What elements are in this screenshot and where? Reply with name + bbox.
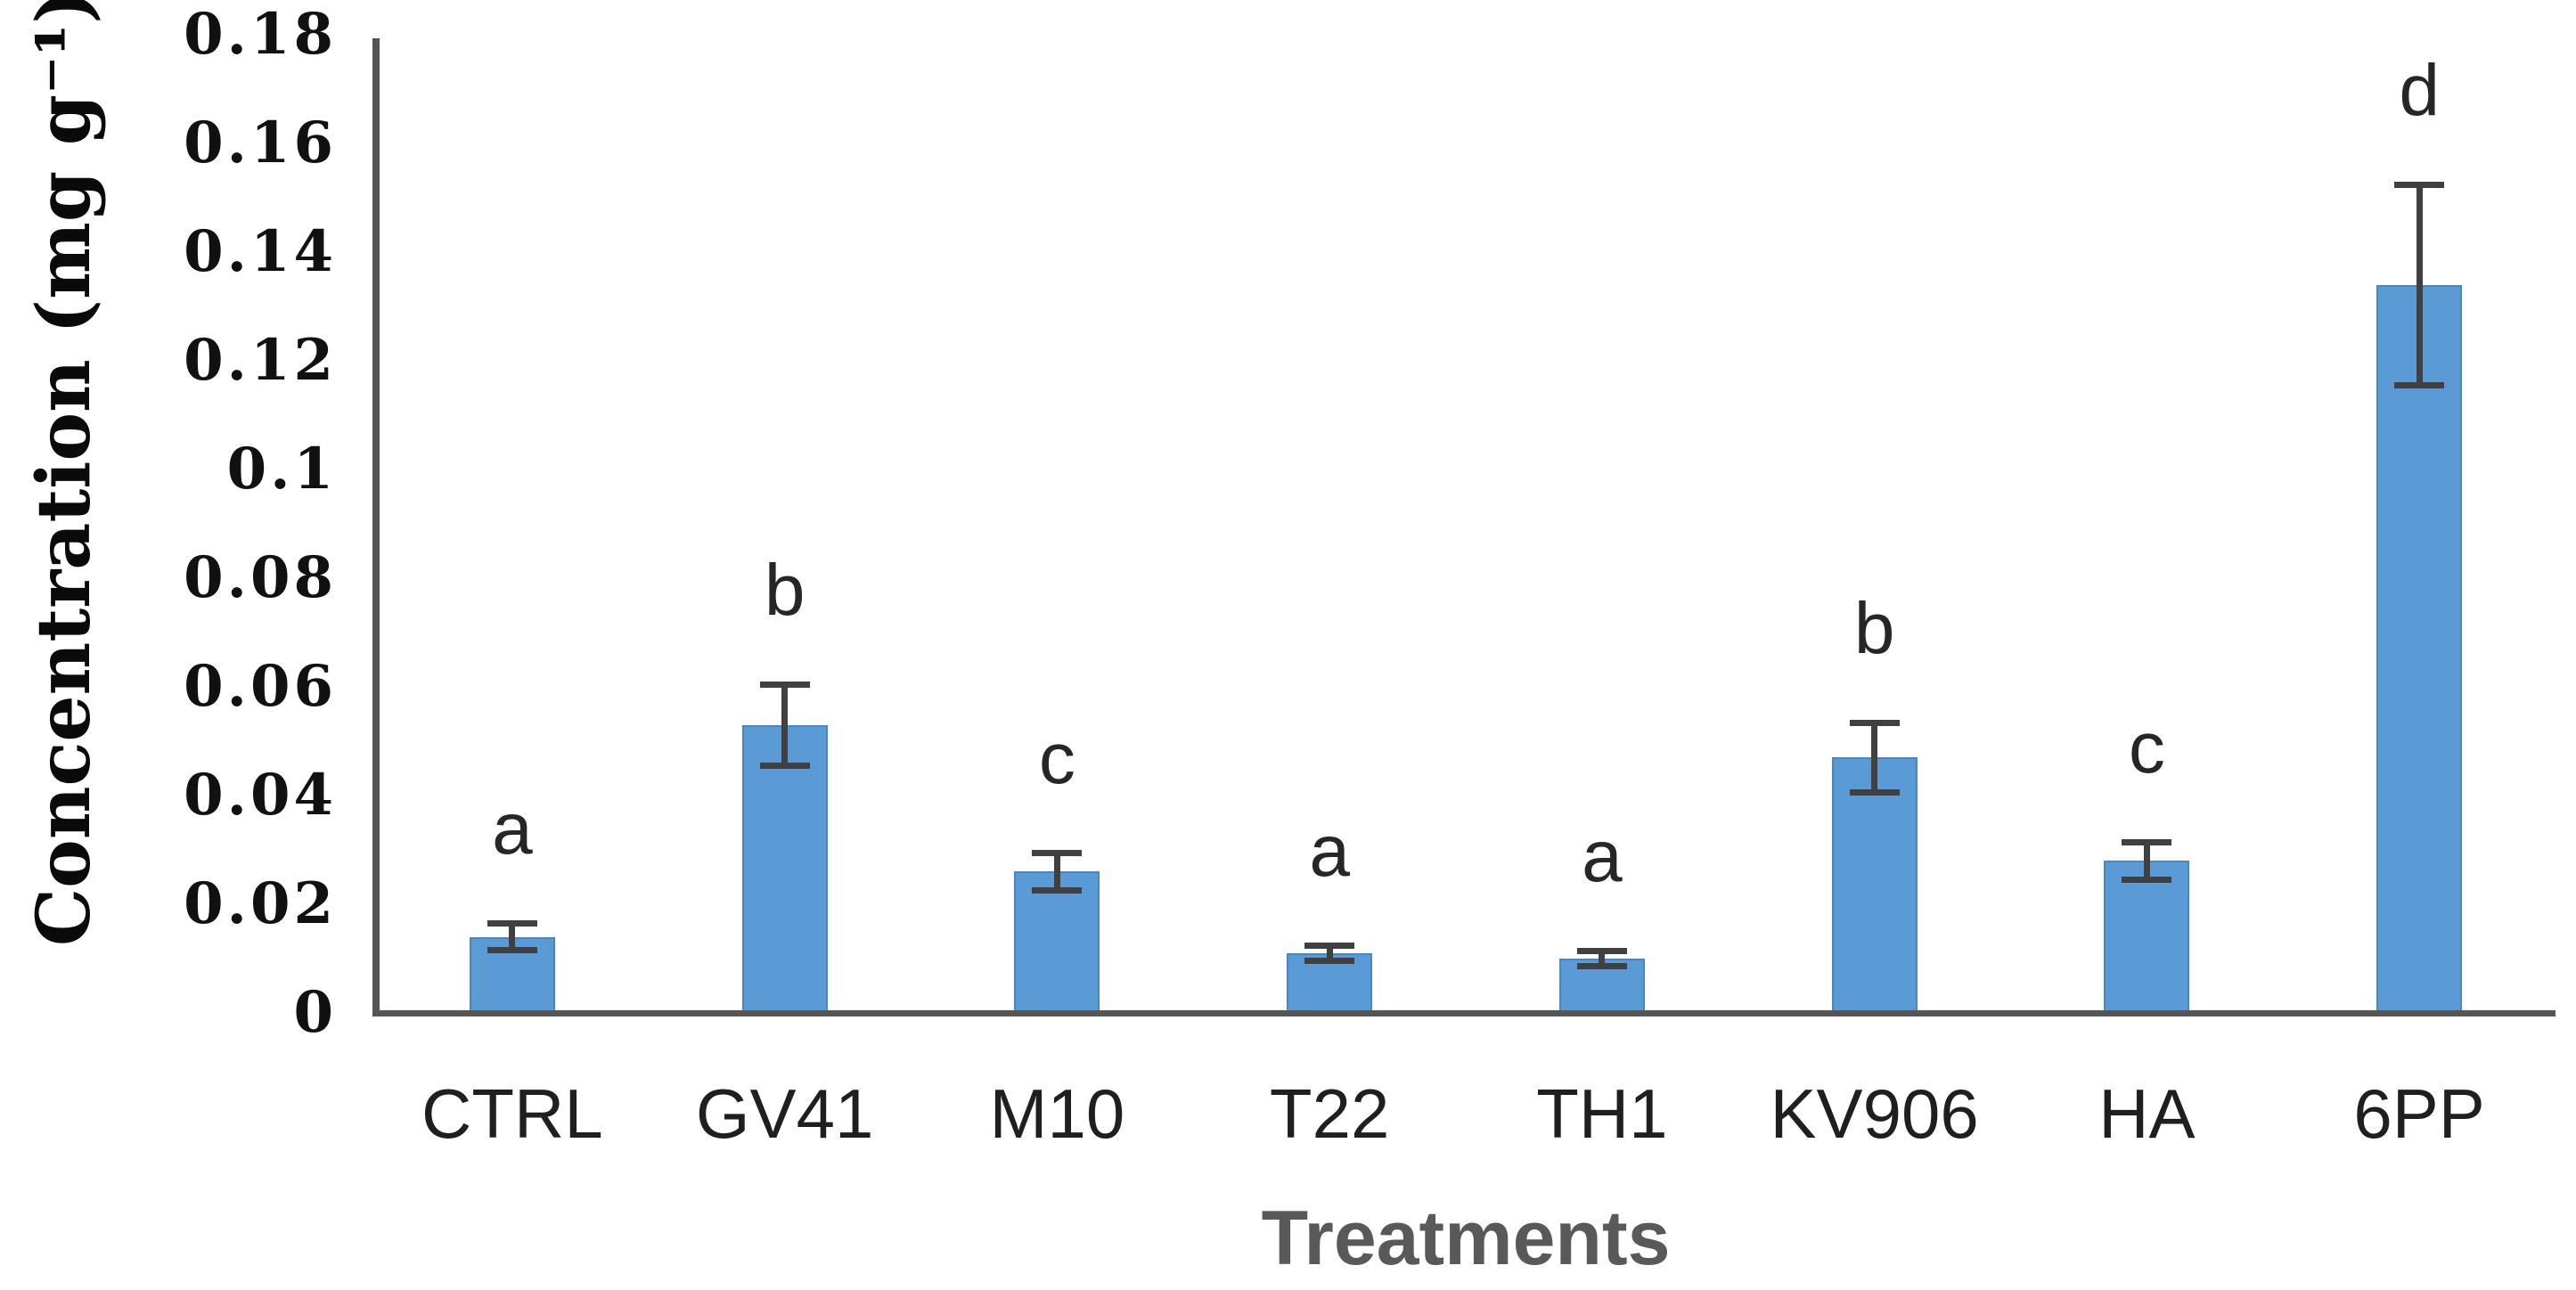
x-tick-label: CTRL: [421, 1074, 603, 1153]
significance-letter: d: [2399, 49, 2440, 131]
bar: [1014, 871, 1100, 1016]
error-bar: [2416, 181, 2423, 388]
y-tick-label: 0.14: [184, 218, 337, 285]
x-axis-line: [372, 1010, 2556, 1016]
x-tick-label: HA: [2098, 1074, 2196, 1153]
error-bar: [1871, 719, 1878, 796]
x-axis-title: Treatments: [1261, 1196, 1671, 1281]
error-bar-top-cap: [1849, 719, 1900, 726]
significance-letter: b: [764, 549, 806, 631]
error-bar: [1599, 947, 1606, 970]
significance-letter: c: [2128, 706, 2165, 788]
error-bar-top-cap: [759, 681, 810, 688]
error-bar-top-cap: [2394, 181, 2445, 188]
x-tick-label: 6PP: [2353, 1074, 2485, 1153]
error-bar-top-cap: [1576, 947, 1627, 954]
error-bar: [1053, 850, 1060, 894]
y-axis-line: [372, 38, 380, 1016]
error-bar-bottom-cap: [487, 946, 537, 953]
y-tick-label: 0.06: [184, 653, 337, 720]
error-bar-top-cap: [487, 920, 537, 927]
bar: [2376, 284, 2463, 1016]
error-bar-top-cap: [2122, 838, 2172, 845]
error-bar: [1326, 942, 1333, 965]
x-tick-label: T22: [1269, 1074, 1390, 1153]
y-tick-label: 0.1: [226, 436, 337, 502]
error-bar-bottom-cap: [1576, 963, 1627, 970]
error-bar-bottom-cap: [1032, 886, 1083, 894]
error-bar-top-cap: [1304, 942, 1355, 949]
x-tick-label: KV906: [1770, 1074, 1979, 1153]
error-bar-bottom-cap: [759, 762, 810, 769]
error-bar-bottom-cap: [2122, 876, 2172, 883]
error-bar-bottom-cap: [1304, 958, 1355, 965]
y-tick-label: 0.08: [184, 544, 337, 611]
significance-letter: b: [1853, 587, 1895, 669]
bar: [1558, 959, 1645, 1016]
error-bar-top-cap: [1032, 850, 1083, 856]
error-bar-bottom-cap: [2394, 381, 2445, 388]
error-bar: [509, 920, 516, 953]
significance-letter: c: [1038, 718, 1075, 799]
y-tick-label: 0: [293, 979, 337, 1046]
significance-letter: a: [1309, 810, 1350, 892]
y-tick-label: 0.12: [184, 327, 337, 394]
error-bar-bottom-cap: [1849, 789, 1900, 796]
error-bar: [781, 681, 789, 769]
significance-letter: a: [1582, 815, 1623, 897]
error-bar: [2143, 838, 2150, 883]
x-tick-label: GV41: [695, 1074, 874, 1153]
x-tick-label: TH1: [1536, 1074, 1668, 1153]
bar: [741, 724, 828, 1016]
significance-letter: a: [492, 788, 533, 870]
x-tick-label: M10: [989, 1074, 1125, 1153]
y-tick-label: 0.02: [184, 870, 337, 937]
bar: [2104, 861, 2190, 1016]
y-tick-label: 0.18: [184, 1, 337, 68]
bar: [1831, 757, 1918, 1016]
y-tick-label: 0.16: [184, 110, 337, 176]
y-tick-label: 0.04: [184, 762, 337, 829]
